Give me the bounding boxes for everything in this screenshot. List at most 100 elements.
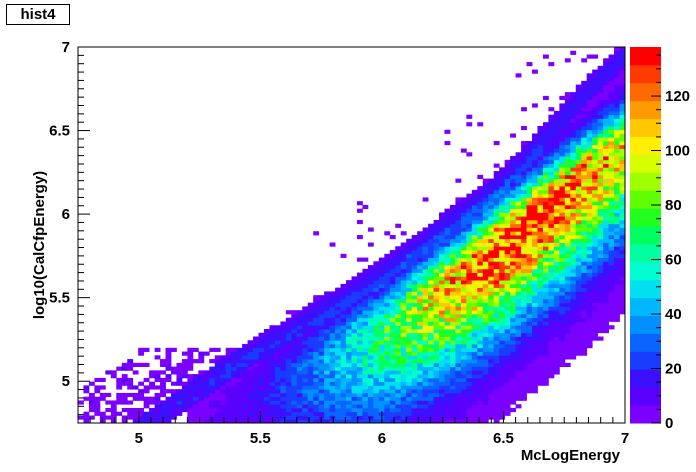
heatmap-cell xyxy=(608,95,615,101)
heatmap-cell xyxy=(581,238,588,243)
heatmap-cell xyxy=(236,347,243,352)
heatmap-cell xyxy=(548,283,555,289)
heatmap-cell xyxy=(460,419,467,424)
heatmap-cell xyxy=(542,321,549,326)
heatmap-cell xyxy=(526,235,533,240)
heatmap-cell xyxy=(209,385,216,390)
heatmap-cell xyxy=(553,325,560,330)
heatmap-cell xyxy=(88,415,95,420)
heatmap-cell xyxy=(619,88,626,93)
heatmap-cell xyxy=(389,347,396,352)
heatmap-cell xyxy=(209,374,216,379)
heatmap-cell xyxy=(356,377,363,383)
heatmap-cell xyxy=(477,219,484,225)
heatmap-cell xyxy=(231,389,238,394)
heatmap-cell xyxy=(570,313,577,319)
heatmap-cell xyxy=(575,283,582,289)
heatmap-cell xyxy=(411,329,418,334)
heatmap-cell xyxy=(367,298,374,304)
heatmap-cell xyxy=(324,298,331,304)
heatmap-cell xyxy=(488,362,495,367)
heatmap-cell xyxy=(378,272,385,277)
heatmap-cell xyxy=(515,359,522,364)
heatmap-cell xyxy=(532,253,538,258)
heatmap-cell xyxy=(253,411,259,416)
heatmap-cell xyxy=(116,396,123,401)
heatmap-cell xyxy=(329,377,336,383)
heatmap-cell xyxy=(302,396,309,401)
heatmap-cell xyxy=(499,193,506,198)
heatmap-cell xyxy=(455,419,462,424)
heatmap-cell xyxy=(586,340,593,345)
heatmap-cell xyxy=(586,133,593,138)
heatmap-cell xyxy=(575,280,582,285)
heatmap-cell xyxy=(510,374,516,379)
heatmap-cell xyxy=(373,385,380,390)
heatmap-cell xyxy=(608,317,615,322)
heatmap-cell xyxy=(537,216,544,221)
heatmap-cell xyxy=(515,389,522,394)
heatmap-cell xyxy=(318,362,325,367)
heatmap-cell xyxy=(263,404,270,409)
heatmap-cell xyxy=(460,265,467,270)
heatmap-cell xyxy=(581,110,588,116)
heatmap-cell xyxy=(335,306,341,311)
heatmap-cell xyxy=(324,415,331,420)
heatmap-cell xyxy=(460,306,467,311)
heatmap-cell xyxy=(203,407,210,413)
heatmap-cell xyxy=(384,389,391,394)
heatmap-cell xyxy=(356,298,363,304)
heatmap-cell xyxy=(247,415,254,420)
heatmap-cell xyxy=(384,265,391,270)
heatmap-cell xyxy=(614,231,620,236)
heatmap-cell xyxy=(608,99,615,104)
x-tick-label: 7 xyxy=(621,430,629,447)
heatmap-cell xyxy=(198,392,205,398)
heatmap-cell xyxy=(258,407,265,413)
heatmap-cell xyxy=(603,235,609,240)
heatmap-cell xyxy=(313,310,320,315)
heatmap-cell xyxy=(346,310,352,315)
heatmap-cell xyxy=(488,411,495,416)
heatmap-cell xyxy=(542,144,549,149)
heatmap-cell xyxy=(428,396,434,401)
heatmap-cell xyxy=(614,95,620,101)
heatmap-cell xyxy=(592,92,599,97)
heatmap-cell xyxy=(482,419,489,424)
heatmap-cell xyxy=(285,411,292,416)
heatmap-cell xyxy=(592,178,599,183)
heatmap-cell xyxy=(236,374,243,379)
heatmap-cell xyxy=(395,283,402,289)
heatmap-cell xyxy=(302,389,309,394)
heatmap-cell xyxy=(614,84,620,89)
heatmap-cell xyxy=(559,182,566,187)
heatmap-cell xyxy=(181,396,188,401)
heatmap-cell xyxy=(296,419,303,424)
heatmap-cell xyxy=(444,400,451,405)
heatmap-cell xyxy=(586,235,593,240)
heatmap-cell xyxy=(515,377,522,383)
heatmap-cell xyxy=(482,321,489,326)
heatmap-cell xyxy=(373,321,380,326)
heatmap-cell xyxy=(471,238,478,243)
heatmap-cell xyxy=(460,298,467,304)
heatmap-cell xyxy=(291,310,298,315)
heatmap-cell xyxy=(400,250,407,255)
heatmap-cell xyxy=(253,347,259,352)
heatmap-cell xyxy=(614,201,620,206)
heatmap-cell xyxy=(564,171,571,176)
heatmap-cell xyxy=(515,219,522,225)
heatmap-cell xyxy=(428,306,434,311)
heatmap-cell xyxy=(559,174,566,179)
heatmap-cell xyxy=(553,295,560,300)
heatmap-cell xyxy=(510,329,516,334)
heatmap-cell xyxy=(586,219,593,225)
heatmap-cell xyxy=(367,295,374,300)
heatmap-cell xyxy=(575,197,582,202)
heatmap-cell xyxy=(400,359,407,364)
heatmap-cell xyxy=(340,404,347,409)
heatmap-cell xyxy=(187,366,194,371)
heatmap-cell xyxy=(564,250,571,255)
heatmap-cell xyxy=(564,227,571,232)
heatmap-cell xyxy=(367,276,374,281)
